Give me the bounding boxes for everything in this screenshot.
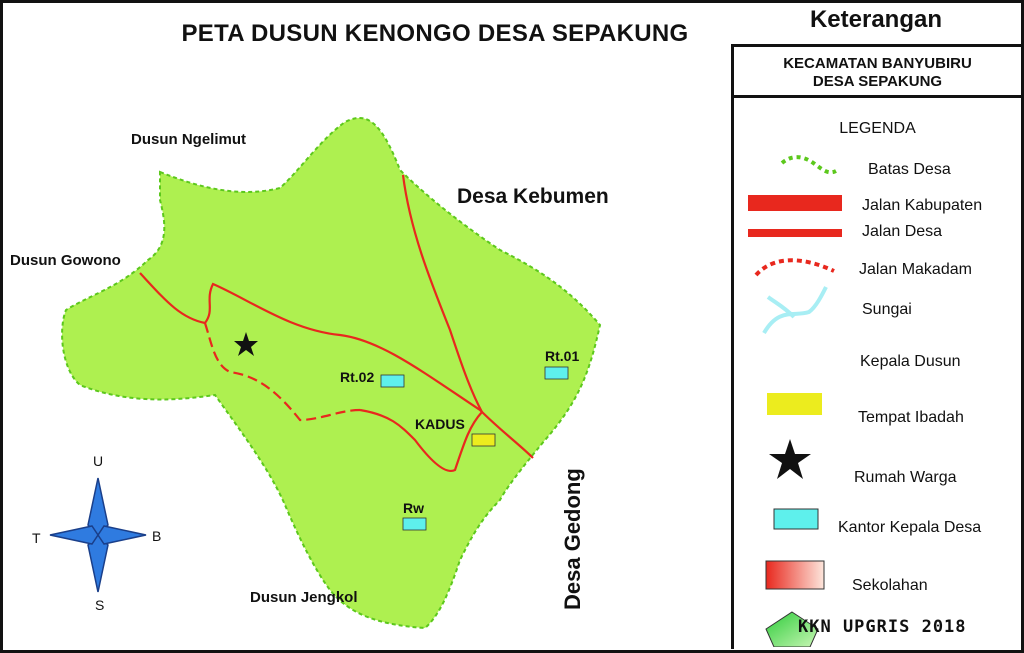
legend-item-8: Kantor Kepala Desa: [838, 519, 982, 536]
village-land: [61, 117, 602, 630]
legend-item-7: Rumah Warga: [854, 469, 957, 486]
legend-title: LEGENDA: [839, 120, 916, 137]
compass-south: S: [95, 597, 105, 613]
cyan-box-icon: [773, 508, 819, 530]
legend-symbols: [748, 155, 842, 647]
legend-heading: Keterangan: [809, 6, 943, 33]
house-rt02: [380, 374, 405, 388]
road-desa-2: [401, 174, 483, 413]
red-line-icon: [748, 229, 842, 237]
legend-region-line1: KECAMATAN BANYUBIRU: [783, 55, 972, 72]
kadus-marker: [471, 433, 496, 447]
house-rt01: [544, 366, 569, 380]
legend-region-line2: DESA SEPAKUNG: [812, 73, 943, 90]
compass-east: B: [152, 528, 162, 544]
legend-item-4: Sungai: [862, 301, 912, 318]
cyan-river-branch-icon: [766, 295, 796, 319]
compass-north: U: [93, 453, 104, 469]
star-icon: [769, 439, 811, 479]
legend-region: KECAMATAN BANYUBIRU DESA SEPAKUNG: [734, 47, 1021, 98]
yellow-box-icon: [767, 393, 822, 415]
green-pentagon-icon: [765, 611, 819, 647]
legend-item-9: Sekolahan: [852, 577, 928, 594]
legend-item-5: Kepala Dusun: [860, 353, 961, 370]
compass-icon: [49, 477, 147, 593]
compass-west: T: [32, 530, 41, 546]
map-canvas: [49, 117, 602, 630]
label-jengkol: Dusun Jengkol: [250, 589, 358, 606]
label-rw: Rw: [403, 500, 424, 516]
house-rw: [402, 517, 427, 531]
legend-panel: Keterangan KECAMATAN BANYUBIRU DESA SEPA…: [731, 0, 1024, 653]
cyan-river-icon: [762, 286, 828, 335]
red-dotted-curve-icon: [754, 258, 835, 277]
label-gedong: Desa Gedong: [560, 468, 585, 610]
legend-item-6: Tempat Ibadah: [858, 409, 964, 426]
map-area: PETA DUSUN KENONGO DESA SEPAKUNG Dusun N…: [10, 20, 689, 630]
label-rt02: Rt.02: [340, 369, 375, 385]
legend-item-2: Jalan Desa: [862, 223, 943, 240]
legend-item-3: Jalan Makadam: [859, 261, 972, 278]
credit-text: KKN UPGRIS 2018: [798, 617, 967, 637]
green-dotted-line-icon: [780, 155, 837, 175]
legend-box: KECAMATAN BANYUBIRU DESA SEPAKUNG LEGEND…: [731, 44, 1024, 649]
label-gowono: Dusun Gowono: [10, 252, 121, 269]
legend-item-0: Batas Desa: [868, 161, 951, 178]
label-ngelimut: Dusun Ngelimut: [131, 131, 246, 148]
legend-item-1: Jalan Kabupaten: [862, 197, 983, 214]
label-kebumen: Desa Kebumen: [457, 185, 609, 208]
road-makadam: [203, 322, 361, 422]
label-kadus: KADUS: [415, 416, 465, 432]
worship-star-icon: [234, 332, 258, 356]
gradient-red-box-icon: [765, 560, 825, 590]
map-title: PETA DUSUN KENONGO DESA SEPAKUNG: [181, 20, 689, 47]
label-rt01: Rt.01: [545, 348, 580, 364]
thick-red-line-icon: [748, 195, 842, 211]
road-desa-3: [359, 408, 483, 473]
